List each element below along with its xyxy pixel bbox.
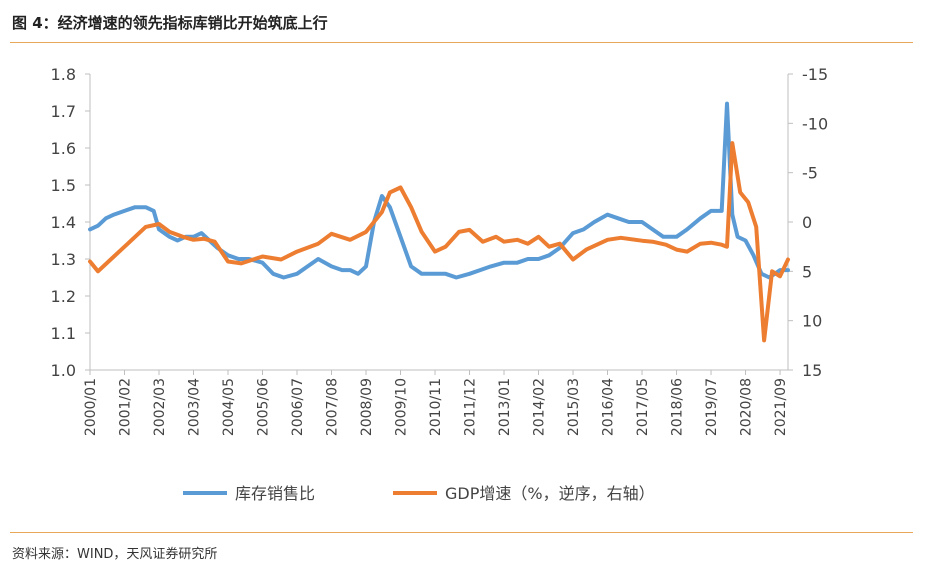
x-tick-label: 2018/06	[670, 378, 686, 436]
x-tick-label: 2010/11	[428, 378, 444, 436]
x-tick-label: 2002/03	[152, 378, 168, 436]
right-tick-label: 15	[802, 361, 822, 380]
x-tick-label: 2006/07	[290, 378, 306, 436]
right-tick-label: -10	[802, 114, 828, 133]
gdp-growth-line	[88, 141, 790, 343]
x-tick-label: 2005/06	[256, 378, 272, 436]
chart-axes: 1.0 1.1 1.2 1.3 1.4 1.5 1.6 1.7 1.8 -15 -10 -5 0 5 10 1…	[51, 65, 829, 436]
left-tick-label: 1.2	[51, 287, 76, 306]
right-tick-label: -5	[802, 164, 818, 183]
x-tick-label: 2008/09	[359, 378, 375, 436]
left-tick-label: 1.0	[51, 361, 76, 380]
left-tick-label: 1.4	[51, 213, 76, 232]
right-tick-label: -15	[802, 65, 828, 84]
legend-label: GDP增速（%，逆序，右轴）	[445, 484, 655, 503]
left-tick-label: 1.7	[51, 102, 76, 121]
right-tick-label: 5	[802, 262, 812, 281]
chart-series	[88, 101, 790, 343]
legend-label: 库存销售比	[235, 484, 315, 503]
x-tick-label: 2017/05	[635, 378, 651, 436]
left-tick-label: 1.6	[51, 139, 76, 158]
x-tick-label: 2015/03	[566, 378, 582, 436]
right-tick-label: 10	[802, 312, 822, 331]
x-tick-label: 2004/05	[221, 378, 237, 436]
x-tick-label: 2014/02	[532, 378, 548, 436]
x-tick-label: 2019/07	[704, 378, 720, 436]
left-tick-label: 1.8	[51, 65, 76, 84]
x-tick-label: 2009/10	[394, 378, 410, 436]
chart-legend: 库存销售比 GDP增速（%，逆序，右轴）	[183, 484, 655, 503]
right-tick-label: 0	[802, 213, 812, 232]
footer-divider	[10, 532, 913, 533]
x-tick-label: 2021/09	[773, 378, 789, 436]
x-tick-label: 2013/01	[497, 378, 513, 436]
inventory-sales-ratio-line	[88, 101, 790, 280]
x-tick-label: 2011/12	[463, 378, 479, 436]
title-divider	[10, 42, 913, 43]
x-tick-label: 2020/08	[739, 378, 755, 436]
source-note: 资料来源：WIND，天风证券研究所	[12, 547, 218, 562]
left-tick-label: 1.5	[51, 176, 76, 195]
chart-title: 图 4：经济增速的领先指标库销比开始筑底上行	[12, 14, 328, 32]
x-tick-label: 2016/04	[601, 378, 617, 436]
x-tick-label: 2003/04	[187, 378, 203, 436]
left-tick-label: 1.3	[51, 250, 76, 269]
left-tick-label: 1.1	[51, 324, 76, 343]
x-tick-label: 2000/01	[83, 378, 99, 436]
x-tick-label: 2007/08	[325, 378, 341, 436]
x-tick-label: 2001/02	[118, 378, 134, 436]
